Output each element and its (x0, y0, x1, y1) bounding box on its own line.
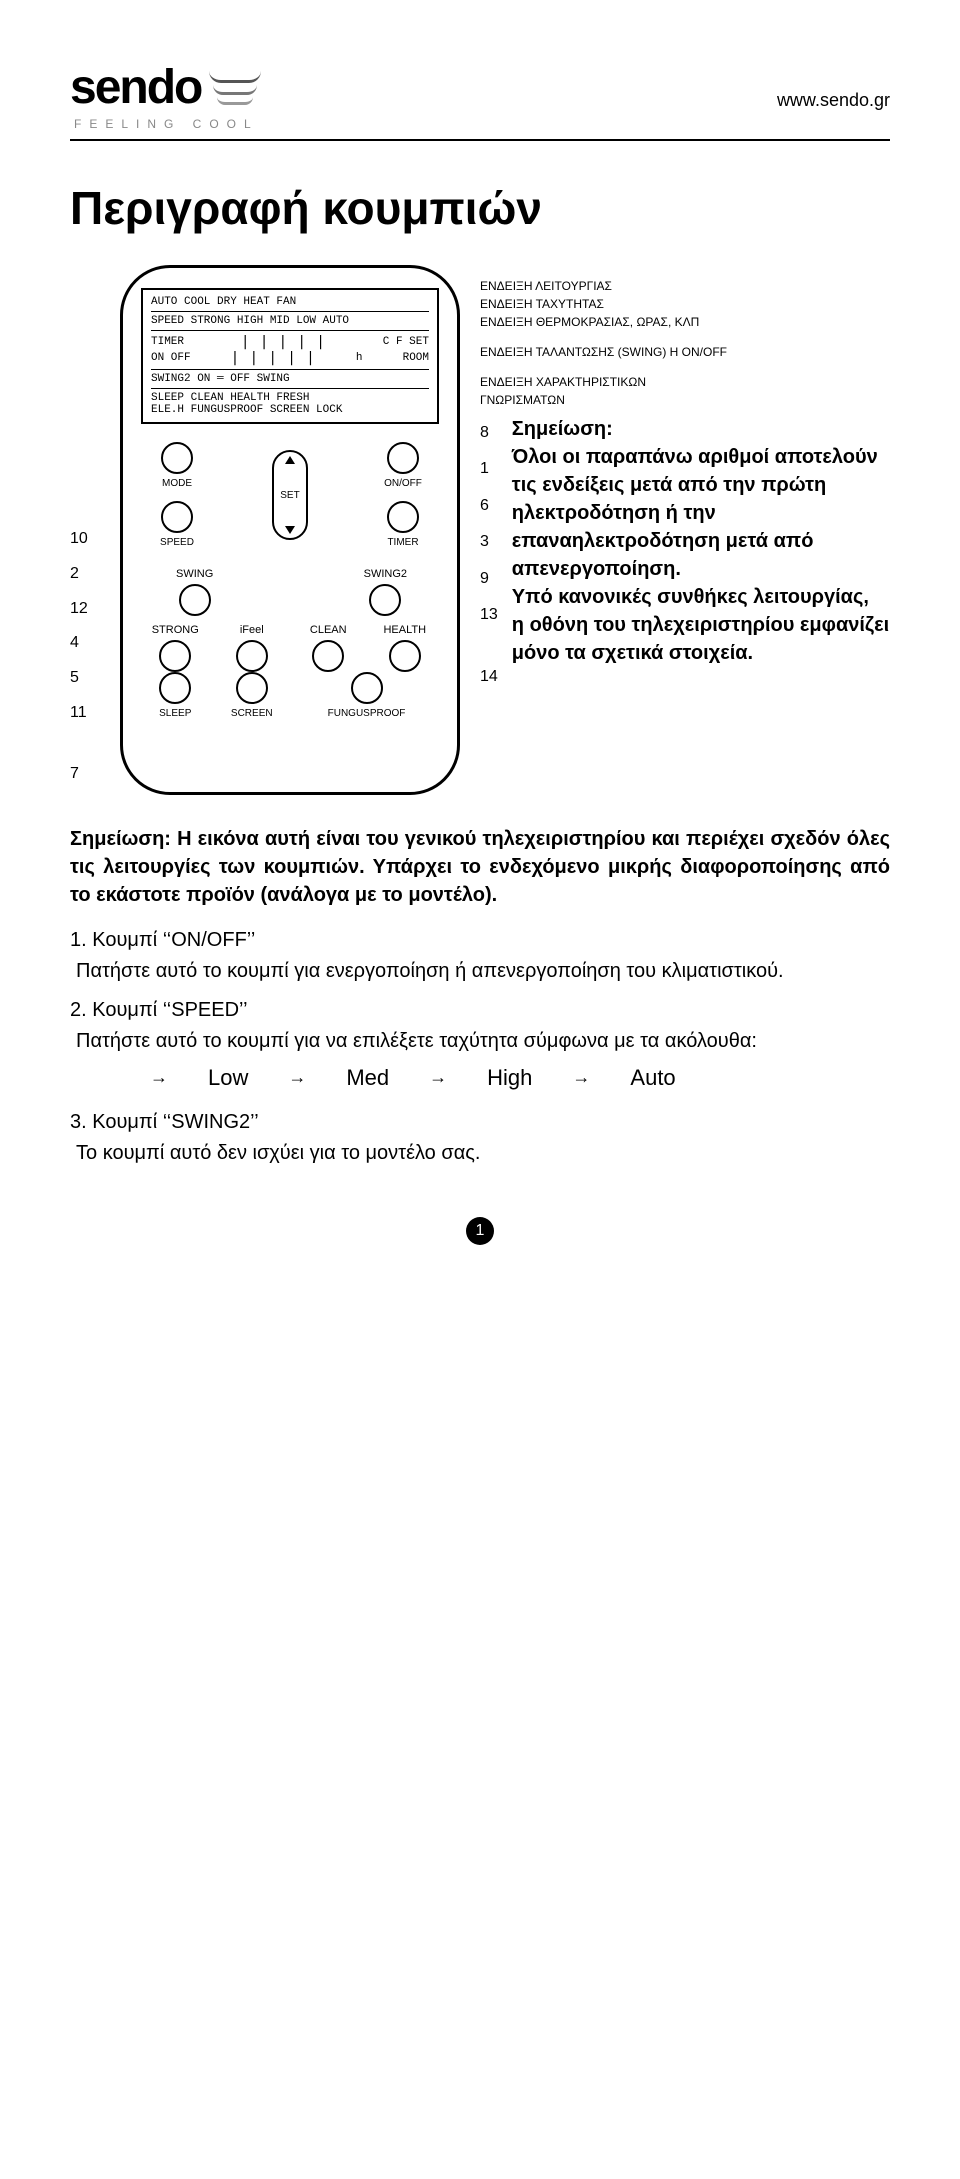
callout-num: 8 (480, 418, 498, 448)
item-description: Πατήστε αυτό το κουμπί για να επιλέξετε … (70, 1028, 890, 1055)
arrow-right-icon: → (572, 1067, 590, 1088)
mode-button: MODE SPEED (147, 442, 207, 548)
callout-num: 14 (480, 662, 498, 692)
seven-seg-icon: | | | | | (231, 350, 316, 366)
speed-auto: Auto (630, 1065, 675, 1091)
callout-num: 11 (70, 699, 100, 728)
speed-low: Low (208, 1065, 248, 1091)
onoff-button: ON/OFF TIMER (373, 442, 433, 548)
remote-screen: AUTO COOL DRY HEAT FAN SPEED STRONG HIGH… (141, 288, 439, 424)
circle-icon (236, 640, 268, 672)
indicator-label: ΕΝΔΕΙΞΗ ΘΕΡΜΟΚΡΑΣΙΑΣ, ΩΡΑΣ, ΚΛΠ (480, 315, 890, 329)
sleep-button: SLEEP (141, 672, 210, 719)
indicator-label: ΓΝΩΡΙΣΜΑΤΩΝ (480, 393, 890, 407)
circle-icon (351, 672, 383, 704)
arrow-right-icon: → (150, 1067, 168, 1088)
callout-num: 4 (70, 629, 100, 658)
indicator-legend: ΕΝΔΕΙΞΗ ΛΕΙΤΟΥΡΓΙΑΣ ΕΝΔΕΙΞΗ ΤΑΧΥΤΗΤΑΣ ΕΝ… (480, 265, 890, 795)
screen-row: ELE.H FUNGUSPROOF SCREEN LOCK (151, 404, 429, 416)
callout-num: 10 (70, 525, 100, 554)
circle-icon (387, 501, 419, 533)
set-rocker: SET (272, 450, 308, 540)
general-note: Σημείωση: Η εικόνα αυτή είναι του γενικο… (70, 825, 890, 909)
circle-icon (369, 584, 401, 616)
logo-block: sendo FEELING COOL (70, 60, 261, 131)
callout-num: 7 (70, 760, 100, 789)
item-heading: 2. Κουμπί ‘‘SPEED’’ (70, 999, 890, 1022)
strong-button: STRONG (141, 624, 210, 672)
indicator-label: ΕΝΔΕΙΞΗ ΤΑΛΑΝΤΩΣΗΣ (SWING) H ON/OFF (480, 345, 890, 359)
arrow-right-icon: → (429, 1067, 447, 1088)
fungusproof-button: FUNGUSPROOF (294, 672, 439, 719)
screen-button: SCREEN (218, 672, 287, 719)
callout-left-numbers: 10 2 12 4 5 11 7 (70, 265, 100, 795)
callout-num: 12 (70, 595, 100, 624)
seven-seg-icon: | | | | | (241, 334, 326, 350)
callout-right-numbers: 8 1 6 3 9 13 14 (480, 415, 498, 696)
circle-icon (236, 672, 268, 704)
remote-outline: AUTO COOL DRY HEAT FAN SPEED STRONG HIGH… (120, 265, 460, 795)
item-description: Το κουμπί αυτό δεν ισχύει για το μοντέλο… (70, 1140, 890, 1167)
callout-num: 9 (480, 564, 498, 594)
circle-icon (179, 584, 211, 616)
chevron-up-icon (285, 456, 295, 464)
health-button: HEALTH (371, 624, 440, 672)
item-description: Πατήστε αυτό το κουμπί για ενεργοποίηση … (70, 958, 890, 985)
screen-row: SLEEP CLEAN HEALTH FRESH (151, 392, 429, 404)
chevron-down-icon (285, 526, 295, 534)
screen-row: TIMER | | | | | C F SET (151, 334, 429, 350)
circle-icon (159, 640, 191, 672)
swing2-button: SWING2 (355, 568, 415, 616)
circle-icon (387, 442, 419, 474)
swing-button: SWING (165, 568, 225, 616)
page-title: Περιγραφή κουμπιών (70, 181, 890, 235)
circle-icon (161, 501, 193, 533)
item-heading: 1. Κουμπί ‘‘ON/OFF’’ (70, 929, 890, 952)
callout-num: 13 (480, 600, 498, 630)
screen-row: ON OFF | | | | | h ROOM (151, 350, 429, 366)
page-number-badge: 1 (466, 1217, 494, 1245)
circle-icon (161, 442, 193, 474)
circle-icon (312, 640, 344, 672)
callout-num: 3 (480, 527, 498, 557)
screen-row: SWING2 ON ═ OFF SWING (151, 373, 429, 385)
screen-row: AUTO COOL DRY HEAT FAN (151, 296, 429, 308)
indicator-label: ΕΝΔΕΙΞΗ ΧΑΡΑΚΤΗΡΙΣΤΙΚΩΝ (480, 375, 890, 389)
callout-num: 1 (480, 454, 498, 484)
clean-button: CLEAN (294, 624, 363, 672)
speed-high: High (487, 1065, 532, 1091)
callout-num: 2 (70, 560, 100, 589)
item-heading: 3. Κουμπί ‘‘SWING2’’ (70, 1111, 890, 1134)
indicator-label: ΕΝΔΕΙΞΗ ΤΑΧΥΤΗΤΑΣ (480, 297, 890, 311)
page-header: sendo FEELING COOL www.sendo.gr (70, 60, 890, 141)
speed-sequence: → Low → Med → High → Auto (150, 1065, 890, 1091)
diagram-note: Σημείωση: Όλοι οι παραπάνω αριθμοί αποτε… (512, 415, 890, 696)
arrow-right-icon: → (288, 1067, 306, 1088)
callout-num: 6 (480, 491, 498, 521)
brand-name: sendo (70, 60, 201, 115)
button-row-top: MODE SPEED SET ON/OFF TIMER (141, 442, 439, 548)
callout-num: 5 (70, 664, 100, 693)
circle-icon (389, 640, 421, 672)
remote-diagram: 10 2 12 4 5 11 7 AUTO COOL DRY HEAT FAN … (70, 265, 890, 795)
tagline: FEELING COOL (70, 117, 261, 131)
website-url: www.sendo.gr (777, 90, 890, 111)
ifeel-button: iFeel (218, 624, 287, 672)
button-row-swing: SWING SWING2 (141, 568, 439, 616)
screen-row: SPEED STRONG HIGH MID LOW AUTO (151, 315, 429, 327)
button-row-features: STRONG iFeel CLEAN HEALTH SLEEP (141, 624, 439, 719)
logo-icon (209, 71, 261, 105)
indicator-label: ΕΝΔΕΙΞΗ ΛΕΙΤΟΥΡΓΙΑΣ (480, 279, 890, 293)
circle-icon (159, 672, 191, 704)
speed-med: Med (346, 1065, 389, 1091)
